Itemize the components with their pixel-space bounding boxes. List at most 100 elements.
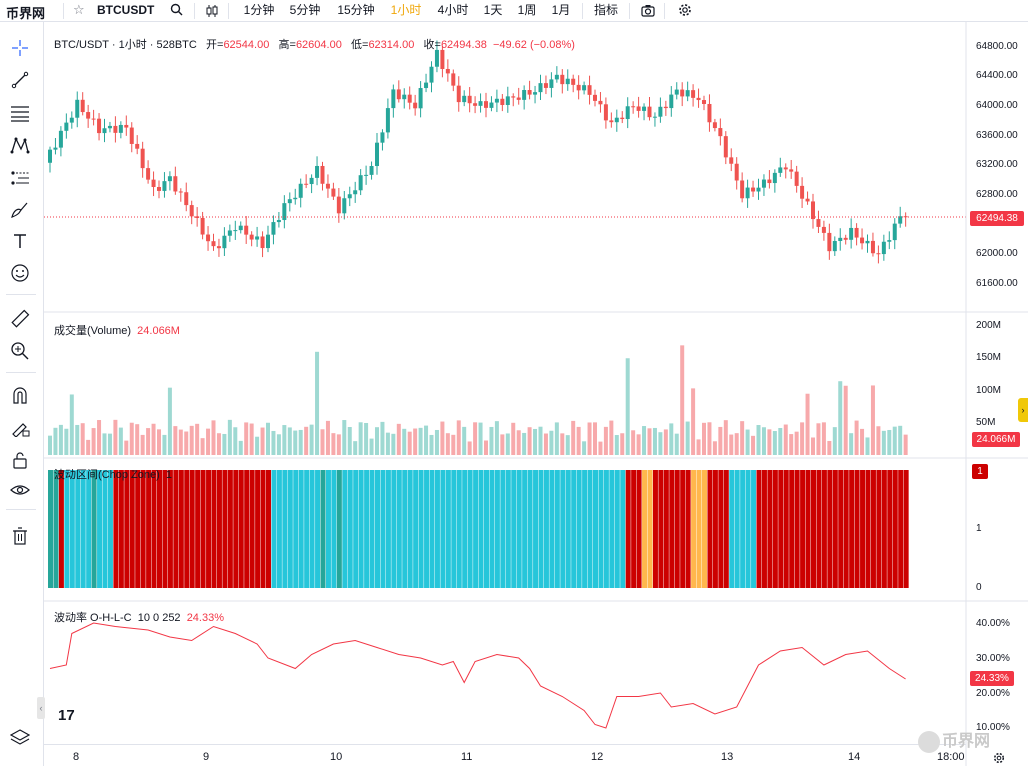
candle-body [255,236,260,240]
chop-zone-bar [266,470,271,588]
chop-zone-bar [304,470,310,588]
trash-icon[interactable] [8,524,32,548]
candle-body [898,216,903,224]
volume-bar [129,422,134,455]
low-value: 62314.00 [368,39,415,51]
volume-bar [162,434,167,455]
trend-line-icon[interactable] [8,68,32,92]
volatility-line [49,622,906,729]
volume-bar [255,436,260,455]
crosshair-icon[interactable] [8,36,32,60]
candle-body [91,118,96,120]
interval-1h[interactable]: 1小时 [390,3,422,17]
volatility-tick: 10.00% [976,722,1010,733]
volume-bar [538,426,543,455]
volume-bar [102,433,107,455]
layers-icon[interactable] [8,725,32,749]
candle-body [712,122,717,129]
chop-zone-bar [358,470,364,588]
pattern-icon[interactable] [8,133,32,157]
candle-body [761,179,766,188]
emoji-icon[interactable] [8,261,32,285]
horizontal-lines-icon[interactable] [8,101,32,125]
volume-bar [516,430,521,455]
chop-zone-bar [821,470,827,588]
chop-zone-bar [658,470,664,588]
candle-body [881,241,886,255]
volume-bar [560,433,565,455]
camera-icon[interactable] [641,4,655,20]
chop-label: 1 [972,464,988,479]
volume-bar [58,424,63,455]
candle-body [832,240,837,252]
volume-bar [206,428,211,455]
chop-zone-bar [244,470,250,588]
star-icon[interactable]: ☆ [73,2,85,17]
eye-icon[interactable] [8,478,32,502]
open-label: 开= [206,39,224,51]
symbol-search[interactable]: BTCUSDT [97,3,155,17]
volume-bar [609,420,614,455]
chop-zone-bar [505,470,511,588]
candle-body [565,78,570,85]
volume-bar [304,426,309,455]
chop-zone-bar [178,470,184,588]
settings-gear-icon[interactable] [678,3,692,20]
lock-icon[interactable] [8,448,32,472]
ruler-icon[interactable] [8,307,32,331]
brush-icon[interactable] [8,198,32,222]
volume-legend: 成交量(Volume) 24.066M [54,322,180,338]
text-icon[interactable] [8,229,32,253]
candle-body [167,176,172,182]
candle-body [609,120,614,123]
chop-zone-bar [500,470,506,588]
interval-1w[interactable]: 1周 [517,3,537,17]
interval-15m[interactable]: 15分钟 [337,3,375,17]
candle-type-icon[interactable] [205,4,219,21]
chop-zone-bar [222,470,228,588]
search-icon[interactable] [170,3,183,19]
volume-bar [358,422,363,455]
indicators-button[interactable]: 指标 [593,3,618,17]
chop-zone-bar [870,470,876,588]
interval-1m[interactable]: 1分钟 [243,3,275,17]
interval-5m[interactable]: 5分钟 [289,3,321,17]
candle-body [560,74,565,85]
candle-body [745,187,750,199]
chop-zone-bar [462,470,468,588]
candle-body [489,102,494,108]
magnet-icon[interactable] [8,383,32,407]
volume-bar [75,424,80,455]
volume-bar [429,434,434,455]
interval-4h[interactable]: 4小时 [437,3,469,17]
chop-zone-bar [838,470,844,588]
chop-zone-bar [533,470,539,588]
chop-zone-bar [800,470,806,588]
settings-gear-icon[interactable] [993,752,1005,767]
candle-body [53,147,58,150]
interval-1d[interactable]: 1天 [483,3,503,17]
volume-bar [320,429,325,455]
volume-bar [832,427,837,455]
candle-body [396,89,401,100]
chop-zone-bar [162,470,168,588]
chop-zone-bar [118,470,124,588]
chop-zone-bar [271,470,277,588]
prediction-icon[interactable] [8,166,32,190]
chop-zone-bar [309,470,315,588]
volume-bar [484,440,488,455]
zoom-in-icon[interactable] [8,339,32,363]
chop-zone-bar [789,470,795,588]
chop-zone-bar [571,470,577,588]
volume-bar [658,432,663,455]
candle-body [603,104,608,121]
volume-bar [587,422,592,455]
lock-drawing-icon[interactable] [8,415,32,439]
interval-1mo[interactable]: 1月 [551,3,571,17]
scroll-left-handle[interactable]: ‹ [37,697,45,719]
collapse-handle[interactable]: › [1018,398,1028,422]
candle-body [462,95,467,103]
volume-bar [789,434,794,455]
volume-bar [157,429,161,455]
